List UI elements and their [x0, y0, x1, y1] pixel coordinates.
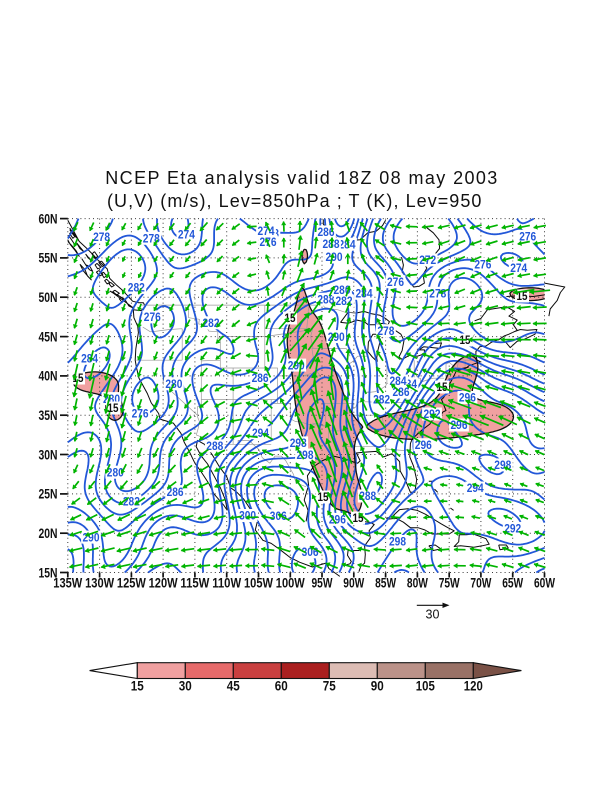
svg-text:296: 296	[459, 391, 476, 405]
svg-text:40N: 40N	[39, 369, 58, 384]
svg-text:85W: 85W	[375, 576, 396, 591]
svg-text:(U,V) (m/s), Lev=850hPa ; T (K: (U,V) (m/s), Lev=850hPa ; T (K), Lev=950	[107, 191, 482, 211]
svg-text:130W: 130W	[85, 576, 114, 591]
svg-text:115W: 115W	[180, 576, 209, 591]
svg-text:60W: 60W	[534, 576, 555, 591]
svg-text:NCEP Eta analysis valid 18Z 08: NCEP Eta analysis valid 18Z 08 may 2003	[105, 168, 498, 188]
svg-text:300: 300	[239, 509, 256, 523]
svg-text:294: 294	[467, 481, 484, 495]
svg-text:135W: 135W	[53, 576, 82, 591]
svg-text:272: 272	[419, 253, 436, 267]
svg-text:282: 282	[203, 316, 220, 330]
svg-text:20N: 20N	[39, 526, 58, 541]
svg-text:70W: 70W	[470, 576, 491, 591]
svg-text:105: 105	[416, 679, 435, 694]
svg-text:278: 278	[143, 232, 160, 246]
svg-text:298: 298	[389, 535, 406, 549]
svg-text:282: 282	[336, 294, 353, 308]
svg-text:55N: 55N	[39, 251, 58, 266]
svg-text:274: 274	[258, 224, 275, 238]
svg-text:125W: 125W	[117, 576, 146, 591]
svg-text:15: 15	[73, 371, 84, 385]
svg-text:276: 276	[519, 230, 536, 244]
svg-text:15: 15	[285, 311, 296, 325]
svg-text:276: 276	[387, 275, 404, 289]
svg-text:35N: 35N	[39, 408, 58, 423]
svg-text:15N: 15N	[39, 565, 58, 580]
svg-text:278: 278	[429, 287, 446, 301]
svg-text:25N: 25N	[39, 487, 58, 502]
svg-text:90: 90	[371, 679, 384, 694]
svg-text:282: 282	[123, 495, 140, 509]
svg-text:90W: 90W	[343, 576, 364, 591]
svg-text:75W: 75W	[439, 576, 460, 591]
svg-text:288: 288	[206, 439, 223, 453]
svg-text:110W: 110W	[212, 576, 241, 591]
svg-text:280: 280	[107, 465, 124, 479]
svg-text:306: 306	[270, 509, 287, 523]
svg-text:284: 284	[339, 237, 356, 251]
svg-text:50N: 50N	[39, 290, 58, 305]
svg-text:60: 60	[275, 679, 288, 694]
svg-text:120: 120	[464, 679, 483, 694]
svg-text:298: 298	[297, 448, 314, 462]
svg-text:15: 15	[517, 289, 528, 303]
svg-text:45: 45	[227, 679, 240, 694]
svg-text:15: 15	[318, 490, 329, 504]
svg-text:100W: 100W	[276, 576, 305, 591]
svg-text:286: 286	[252, 371, 269, 385]
svg-text:15: 15	[353, 511, 364, 525]
svg-text:30: 30	[179, 679, 192, 694]
svg-text:298: 298	[290, 436, 307, 450]
svg-text:296: 296	[329, 513, 346, 527]
svg-text:286: 286	[318, 225, 335, 239]
svg-text:30: 30	[426, 608, 440, 622]
svg-text:45N: 45N	[39, 329, 58, 344]
svg-text:30N: 30N	[39, 447, 58, 462]
svg-text:292: 292	[504, 522, 521, 536]
svg-text:276: 276	[144, 310, 161, 324]
svg-text:120W: 120W	[149, 576, 178, 591]
svg-text:274: 274	[510, 261, 527, 275]
svg-text:15: 15	[131, 679, 144, 694]
svg-text:75: 75	[323, 679, 336, 694]
svg-text:65W: 65W	[502, 576, 523, 591]
svg-text:105W: 105W	[244, 576, 273, 591]
svg-text:282: 282	[373, 393, 390, 407]
svg-text:15: 15	[108, 401, 119, 415]
svg-text:80W: 80W	[407, 576, 428, 591]
svg-text:278: 278	[377, 324, 394, 338]
svg-text:276: 276	[132, 406, 149, 420]
svg-text:282: 282	[128, 281, 145, 295]
svg-text:60N: 60N	[39, 211, 58, 226]
svg-text:278: 278	[93, 230, 110, 244]
svg-text:95W: 95W	[312, 576, 333, 591]
svg-text:294: 294	[252, 426, 269, 440]
svg-text:286: 286	[167, 485, 184, 499]
svg-text:274: 274	[178, 228, 195, 242]
svg-text:280: 280	[165, 377, 182, 391]
